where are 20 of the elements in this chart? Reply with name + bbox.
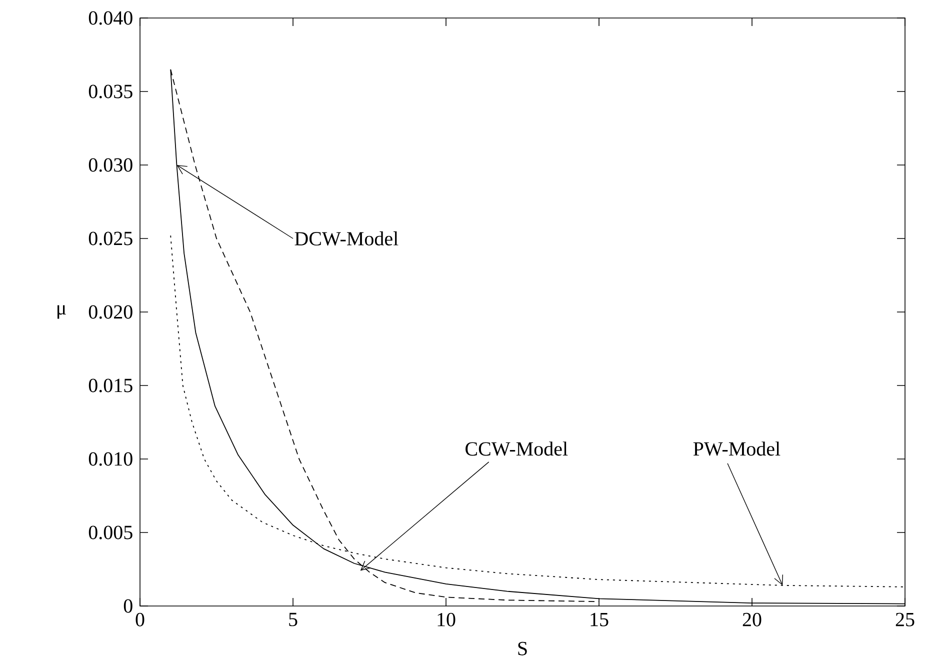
y-tick-label: 0.010 <box>88 452 132 466</box>
y-axis-title: μ <box>58 305 66 319</box>
y-tick-label: 0.025 <box>88 232 132 246</box>
x-axis-title: S <box>518 642 527 656</box>
y-tick-label: 0.015 <box>88 378 132 392</box>
annotation: CCW-Model <box>466 442 568 456</box>
y-tick-label: 0.020 <box>88 305 132 319</box>
annotation: DCW-Model <box>294 231 398 246</box>
y-tick-label: 0.035 <box>88 84 132 98</box>
y-tick-label: 0.040 <box>88 11 132 25</box>
x-tick-label: 25 <box>896 612 914 626</box>
x-tick-label: 5 <box>289 612 298 626</box>
y-tick-label: 0 <box>124 599 132 613</box>
x-tick-label: 20 <box>742 612 762 626</box>
x-tick-label: 15 <box>590 612 608 626</box>
x-tick-label: 0 <box>136 612 144 626</box>
y-tick-label: 0.005 <box>88 526 132 540</box>
annotation: PW-Model <box>693 442 780 456</box>
y-tick-label: 0.030 <box>88 158 132 172</box>
x-tick-label: 10 <box>438 612 456 626</box>
